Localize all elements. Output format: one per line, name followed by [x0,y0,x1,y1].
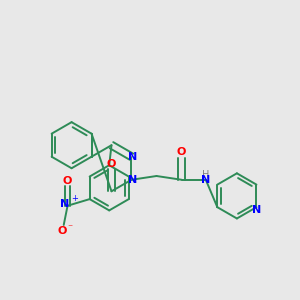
Text: H: H [202,169,209,180]
Text: O: O [177,147,186,157]
Text: N: N [60,200,70,209]
Text: ⁻: ⁻ [67,223,72,233]
Text: N: N [128,175,137,185]
Text: N: N [201,175,210,185]
Text: N: N [128,152,137,162]
Text: +: + [71,194,78,203]
Text: O: O [57,226,67,236]
Text: N: N [253,205,262,215]
Text: O: O [107,159,116,169]
Text: O: O [63,176,72,186]
